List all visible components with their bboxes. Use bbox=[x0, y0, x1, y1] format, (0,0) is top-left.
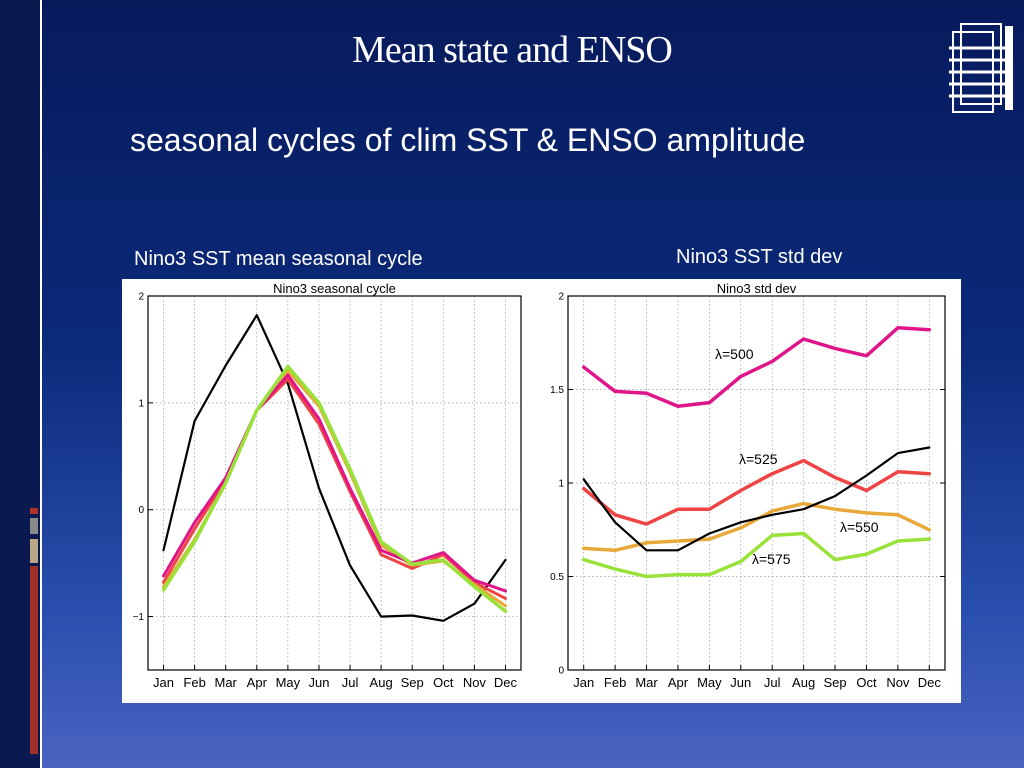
x-tick-label: Jun bbox=[730, 675, 751, 690]
right-chart-heading: Nino3 SST std dev bbox=[676, 246, 843, 268]
slide-title: Mean state and ENSO bbox=[352, 29, 673, 71]
x-tick-label: Oct bbox=[856, 675, 877, 690]
x-tick-label: Nov bbox=[463, 675, 487, 690]
x-tick-label: Dec bbox=[918, 675, 942, 690]
left-rule bbox=[40, 0, 42, 768]
decor-bar bbox=[30, 518, 38, 534]
x-tick-label: Mar bbox=[635, 675, 658, 690]
stacked-pages-icon bbox=[949, 23, 1013, 113]
y-tick-label: −1 bbox=[133, 612, 145, 623]
y-tick-label: 0.5 bbox=[550, 572, 564, 583]
x-tick-label: Aug bbox=[370, 675, 393, 690]
series-line bbox=[582, 446, 931, 552]
x-tick-label: Feb bbox=[604, 675, 626, 690]
x-tick-label: Aug bbox=[792, 675, 815, 690]
decor-bar bbox=[30, 539, 38, 563]
chart-title: Nino3 std dev bbox=[717, 281, 797, 296]
x-tick-label: Dec bbox=[494, 675, 518, 690]
x-tick-label: Jul bbox=[342, 675, 359, 690]
x-tick-label: Oct bbox=[433, 675, 454, 690]
x-tick-label: Nov bbox=[886, 675, 910, 690]
x-tick-label: Apr bbox=[668, 675, 689, 690]
series-line bbox=[161, 364, 508, 613]
series-annotation: λ=550 bbox=[840, 519, 879, 535]
left-chart-heading: Nino3 SST mean seasonal cycle bbox=[134, 248, 423, 270]
slide-subtitle: seasonal cycles of clim SST & ENSO ampli… bbox=[130, 122, 806, 158]
y-tick-label: 1 bbox=[558, 479, 564, 490]
series-line bbox=[581, 326, 932, 409]
y-tick-label: 1.5 bbox=[550, 385, 564, 396]
x-tick-label: May bbox=[697, 675, 722, 690]
x-tick-label: Sep bbox=[401, 675, 424, 690]
series-annotation: λ=525 bbox=[739, 451, 778, 467]
x-tick-label: Sep bbox=[823, 675, 846, 690]
std-dev-chart: Nino3 std dev 0 0.5 1 1.5 2 Jan Feb Mar Apr May Jun… bbox=[542, 279, 961, 703]
x-tick-label: Jan bbox=[573, 675, 594, 690]
plot-frame bbox=[567, 295, 946, 671]
series-annotation: λ=575 bbox=[752, 551, 791, 567]
std-dev-chart-svg: Nino3 std dev 0 0.5 1 1.5 2 Jan Feb Mar Apr May Jun… bbox=[550, 281, 946, 690]
series-line bbox=[581, 458, 932, 526]
x-tick-label: Apr bbox=[247, 675, 268, 690]
series-line bbox=[162, 373, 507, 593]
series-line bbox=[162, 314, 507, 622]
y-tick-label: 2 bbox=[138, 292, 144, 303]
y-tick-label: 0 bbox=[138, 505, 144, 516]
x-tick-label: Mar bbox=[215, 675, 238, 690]
decor-bar bbox=[30, 566, 38, 754]
decor-bar bbox=[30, 508, 38, 514]
y-tick-label: 0 bbox=[558, 666, 564, 677]
series-line bbox=[162, 377, 507, 600]
seasonal-cycle-chart-svg: Nino3 seasonal cycle −1 0 1 2 Jan Feb Mar Apr May… bbox=[133, 281, 522, 690]
x-tick-label: May bbox=[276, 675, 301, 690]
seasonal-cycle-chart: Nino3 seasonal cycle −1 0 1 2 Jan Feb Mar Apr May… bbox=[122, 279, 542, 703]
series-line bbox=[581, 531, 932, 579]
series-annotation: λ=500 bbox=[715, 346, 754, 362]
chart-title: Nino3 seasonal cycle bbox=[273, 281, 396, 296]
x-tick-label: Jun bbox=[308, 675, 329, 690]
plot-frame bbox=[147, 295, 522, 671]
x-tick-label: Jan bbox=[153, 675, 174, 690]
x-tick-label: Jul bbox=[764, 675, 781, 690]
x-tick-label: Feb bbox=[183, 675, 205, 690]
y-tick-label: 1 bbox=[138, 398, 144, 409]
y-tick-label: 2 bbox=[558, 292, 564, 303]
